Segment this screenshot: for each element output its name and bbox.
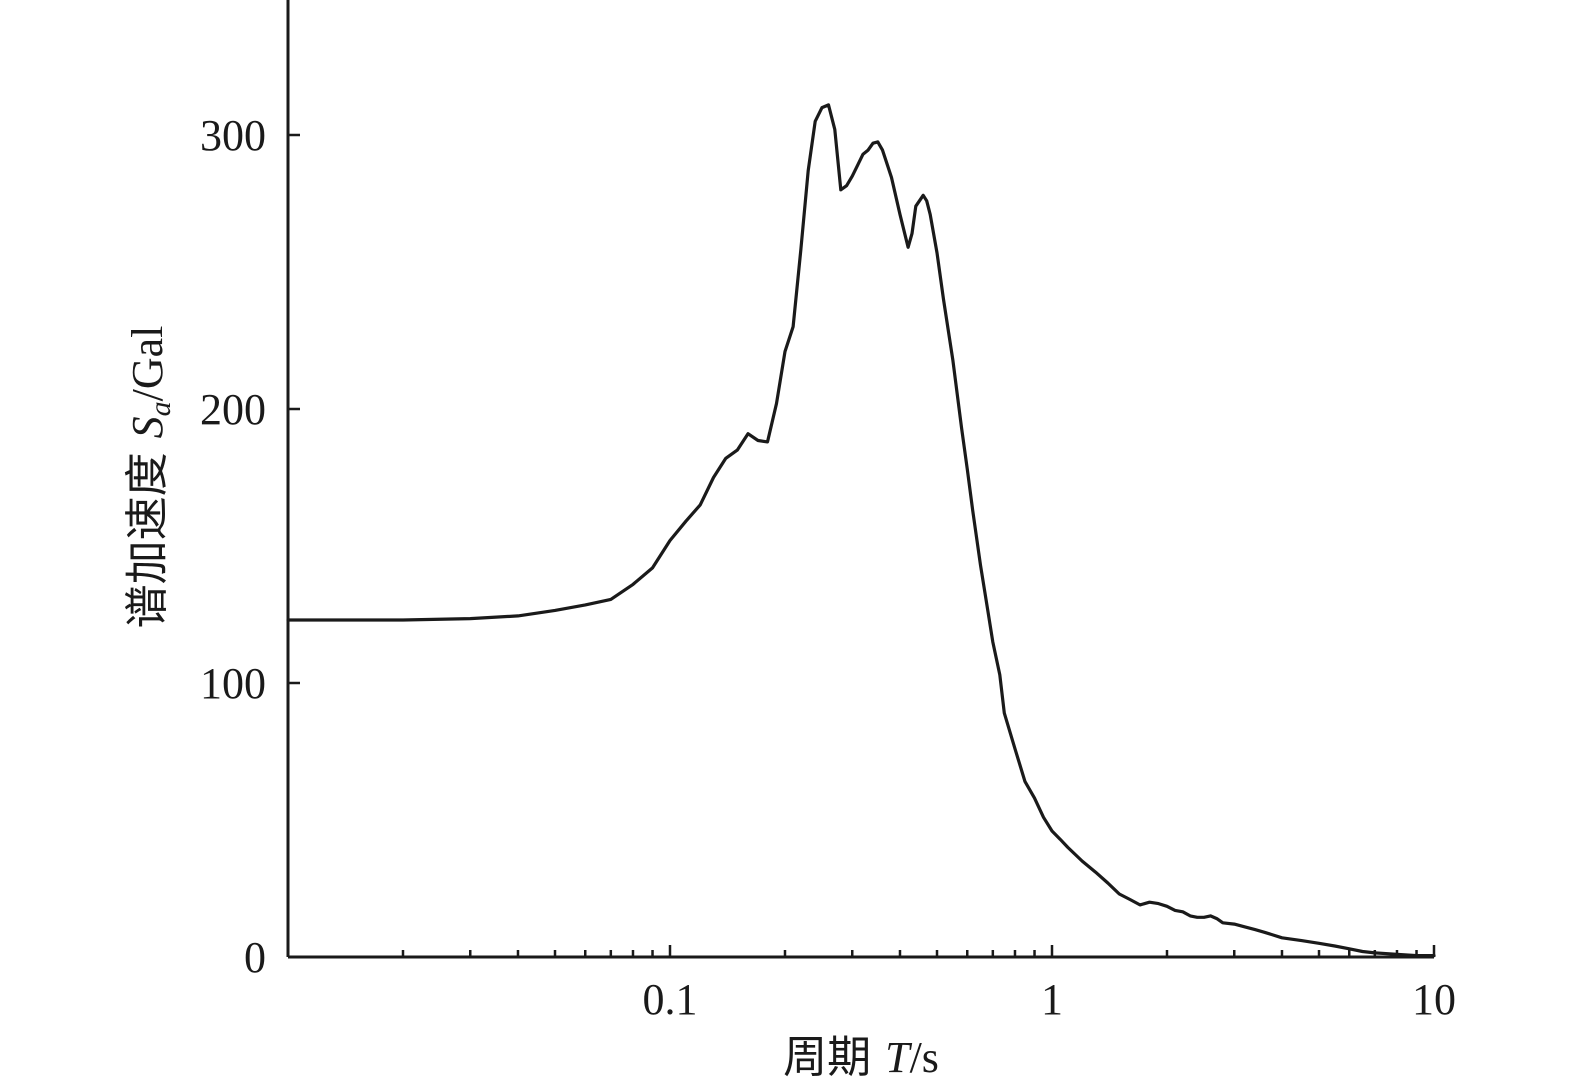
plot-area: 0.1 1 10 0 100 200 300 (200, 0, 1456, 1024)
x-axis-title-unit: /s (910, 1033, 939, 1082)
x-axis-ticks: 0.1 1 10 (286, 945, 1456, 1024)
x-tick-label: 1 (1041, 975, 1063, 1024)
x-axis-title: 周期 T/s (783, 1032, 939, 1082)
y-axis-title-sub: a (144, 401, 177, 416)
y-tick-label: 0 (244, 933, 266, 982)
x-axis-title-var: T (885, 1033, 913, 1082)
y-tick-label: 100 (200, 659, 266, 708)
y-axis-title-unit: /Gal (123, 326, 172, 402)
y-axis-title: 谱加速度 Sa/Gal (122, 326, 177, 629)
y-tick-label: 200 (200, 385, 266, 434)
x-axis-title-main: 周期 (783, 1032, 885, 1082)
y-tick-label: 300 (200, 111, 266, 160)
series-line (286, 103, 1436, 958)
y-axis-ticks: 0 100 200 300 (200, 111, 300, 982)
x-tick-label: 10 (1412, 975, 1456, 1024)
y-axis-title-var: S (123, 416, 172, 438)
x-tick-label: 0.1 (643, 975, 698, 1024)
y-axis-title-main: 谱加速度 (122, 438, 173, 628)
